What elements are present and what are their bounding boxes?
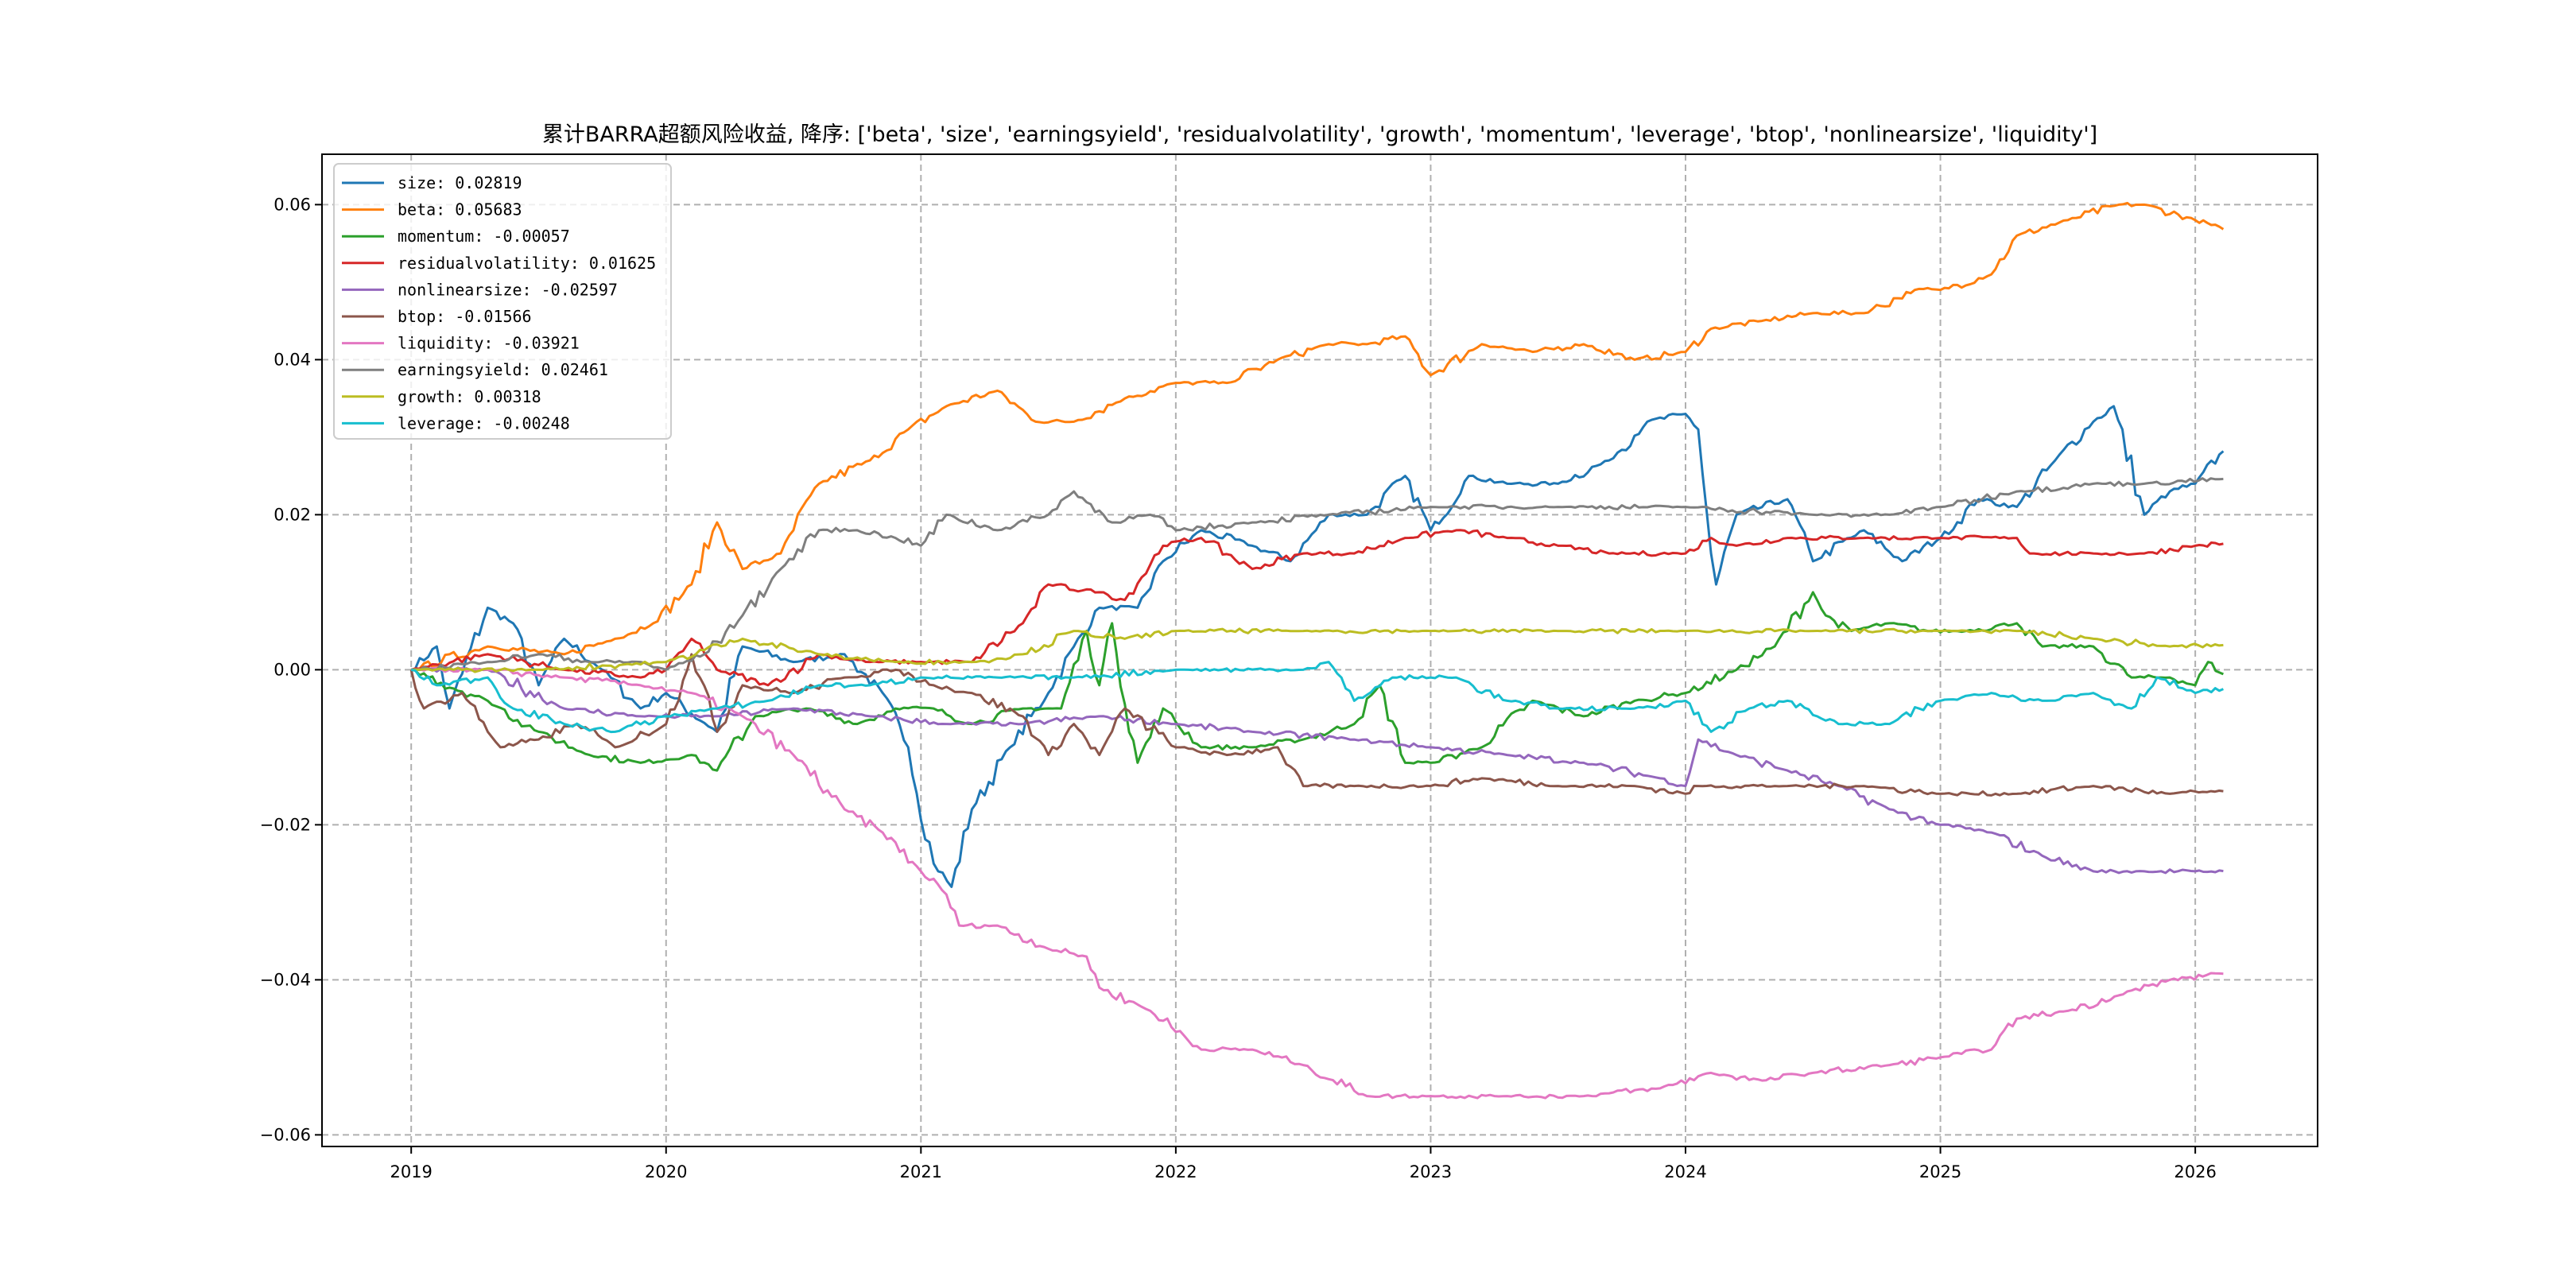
y-tick-label: −0.06: [260, 1125, 311, 1144]
legend-label-beta: beta: 0.05683: [398, 200, 522, 219]
series-line-beta: [410, 201, 2225, 671]
x-tick-label: 2024: [1664, 1162, 1706, 1181]
series-line-size: [410, 405, 2225, 888]
series-lines: [409, 201, 2225, 1100]
legend-label-btop: btop: -0.01566: [398, 307, 532, 326]
x-tick-label: 2025: [1919, 1162, 1961, 1181]
series-line-earningsyield: [411, 477, 2224, 672]
y-tick-label: 0.04: [274, 350, 311, 369]
x-tick-label: 2020: [645, 1162, 687, 1181]
legend-label-leverage: leverage: -0.00248: [398, 413, 570, 433]
x-tick-label: 2023: [1410, 1162, 1452, 1181]
legend-label-growth: growth: 0.00318: [398, 387, 541, 406]
x-tick-label: 2022: [1154, 1162, 1197, 1181]
y-tick-label: 0.02: [274, 505, 311, 524]
series-line-btop: [409, 653, 2224, 797]
y-tick-label: −0.02: [260, 815, 311, 834]
legend-label-size: size: 0.02819: [398, 173, 522, 192]
x-tick-label: 2021: [900, 1162, 942, 1181]
x-tick-label: 2019: [390, 1162, 432, 1181]
series-line-growth: [411, 627, 2224, 673]
y-tick-label: 0.06: [274, 195, 311, 214]
chart-title: 累计BARRA超额风险收益, 降序: ['beta', 'size', 'ear…: [542, 122, 2097, 147]
legend-label-nonlinearsize: nonlinearsize: -0.02597: [398, 280, 618, 299]
axis-ticks: 2019 2020 2021 2022 2023 2024 2025 2026 0.06 0.04…: [260, 195, 2217, 1181]
legend-label-liquidity: liquidity: -0.03921: [398, 334, 580, 353]
legend-box: [333, 163, 672, 440]
legend: size: 0.02819 beta: 0.05683 momentum: -0.0…: [333, 163, 672, 440]
legend-label-earningsyield: earningsyield: 0.02461: [398, 360, 608, 379]
y-tick-label: −0.04: [260, 970, 311, 989]
legend-label-momentum: momentum: -0.00057: [398, 227, 570, 246]
legend-label-residualvolatility: residualvolatility: 0.01625: [398, 254, 656, 273]
x-tick-label: 2026: [2174, 1162, 2216, 1181]
axes-frame: [321, 153, 2318, 1147]
series-line-residualvolatility: [410, 529, 2224, 687]
y-tick-label: 0.00: [274, 660, 311, 679]
series-line-liquidity: [411, 666, 2224, 1100]
series-line-leverage: [410, 661, 2225, 734]
